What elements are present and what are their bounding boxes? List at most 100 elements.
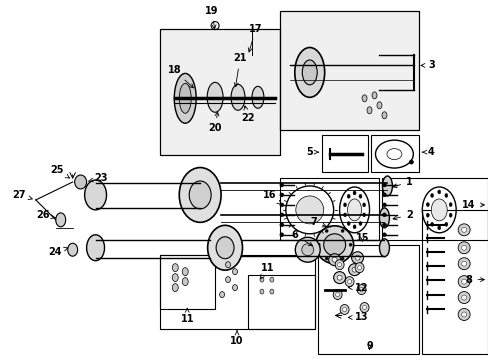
Bar <box>279 178 379 240</box>
Ellipse shape <box>295 196 323 224</box>
Text: 16: 16 <box>263 190 281 204</box>
Ellipse shape <box>279 193 283 197</box>
Ellipse shape <box>174 73 196 123</box>
Text: 7: 7 <box>310 217 325 227</box>
Ellipse shape <box>67 243 78 256</box>
Text: 21: 21 <box>233 54 246 87</box>
Ellipse shape <box>461 245 466 250</box>
Ellipse shape <box>302 60 317 85</box>
Ellipse shape <box>347 280 351 284</box>
Ellipse shape <box>359 288 363 292</box>
Ellipse shape <box>371 92 376 99</box>
Text: 26: 26 <box>36 210 55 220</box>
Ellipse shape <box>457 292 469 303</box>
Ellipse shape <box>343 203 346 207</box>
Ellipse shape <box>332 289 342 300</box>
Ellipse shape <box>444 193 447 197</box>
Ellipse shape <box>457 242 469 254</box>
Ellipse shape <box>430 222 433 226</box>
Ellipse shape <box>251 86 264 108</box>
Text: 8: 8 <box>465 275 483 285</box>
Ellipse shape <box>342 307 346 311</box>
Ellipse shape <box>448 213 451 217</box>
Ellipse shape <box>348 264 360 276</box>
Ellipse shape <box>179 84 191 113</box>
Ellipse shape <box>315 226 353 264</box>
Text: 15: 15 <box>355 233 368 243</box>
Ellipse shape <box>356 285 366 294</box>
Bar <box>279 11 419 130</box>
Bar <box>382 178 487 240</box>
Text: 3: 3 <box>420 60 434 71</box>
Ellipse shape <box>179 167 221 222</box>
Ellipse shape <box>279 183 283 187</box>
Ellipse shape <box>426 213 428 217</box>
Ellipse shape <box>335 293 339 297</box>
Ellipse shape <box>340 305 348 315</box>
Ellipse shape <box>382 233 386 237</box>
Ellipse shape <box>457 309 469 320</box>
Ellipse shape <box>457 258 469 270</box>
Ellipse shape <box>366 107 371 114</box>
Ellipse shape <box>379 208 388 228</box>
Ellipse shape <box>216 237 234 259</box>
Ellipse shape <box>172 274 178 282</box>
Ellipse shape <box>343 213 346 217</box>
Ellipse shape <box>351 252 363 264</box>
Ellipse shape <box>426 203 428 207</box>
Text: 12: 12 <box>347 283 367 293</box>
Ellipse shape <box>430 193 433 197</box>
Ellipse shape <box>337 263 341 267</box>
Ellipse shape <box>461 279 466 284</box>
Ellipse shape <box>354 263 363 273</box>
Bar <box>160 28 279 155</box>
Ellipse shape <box>444 222 447 226</box>
Text: 4: 4 <box>422 147 434 157</box>
Text: 14: 14 <box>462 200 483 210</box>
Ellipse shape <box>225 276 230 283</box>
Ellipse shape <box>325 257 327 260</box>
Ellipse shape <box>172 264 178 272</box>
Ellipse shape <box>448 203 451 207</box>
Ellipse shape <box>382 176 392 196</box>
Bar <box>279 11 419 130</box>
Ellipse shape <box>437 226 440 230</box>
Ellipse shape <box>279 203 283 207</box>
Ellipse shape <box>362 203 365 207</box>
Ellipse shape <box>269 277 273 282</box>
Ellipse shape <box>430 199 447 221</box>
Text: 11: 11 <box>180 309 194 324</box>
Ellipse shape <box>232 285 237 291</box>
Ellipse shape <box>362 213 365 217</box>
Ellipse shape <box>294 48 324 97</box>
Ellipse shape <box>361 95 366 102</box>
Text: 17: 17 <box>248 24 262 52</box>
Ellipse shape <box>325 229 327 233</box>
Ellipse shape <box>345 276 353 287</box>
Text: 10: 10 <box>230 331 244 346</box>
Ellipse shape <box>225 262 230 268</box>
Ellipse shape <box>334 260 344 270</box>
Text: 18: 18 <box>167 66 193 88</box>
Bar <box>317 245 419 354</box>
Ellipse shape <box>341 257 344 260</box>
Ellipse shape <box>346 221 349 225</box>
Ellipse shape <box>457 276 469 288</box>
Ellipse shape <box>382 183 386 187</box>
Bar <box>160 28 279 155</box>
Ellipse shape <box>232 269 237 275</box>
Ellipse shape <box>341 229 344 233</box>
Ellipse shape <box>408 160 412 164</box>
Ellipse shape <box>84 180 106 210</box>
Ellipse shape <box>260 289 264 294</box>
Ellipse shape <box>260 277 264 282</box>
Ellipse shape <box>359 302 368 312</box>
Text: 11: 11 <box>260 263 274 279</box>
Ellipse shape <box>172 284 178 292</box>
Ellipse shape <box>56 213 65 227</box>
Text: 24: 24 <box>48 247 68 257</box>
Ellipse shape <box>269 289 273 294</box>
Ellipse shape <box>379 239 388 257</box>
Ellipse shape <box>323 234 345 256</box>
Bar <box>370 135 419 172</box>
